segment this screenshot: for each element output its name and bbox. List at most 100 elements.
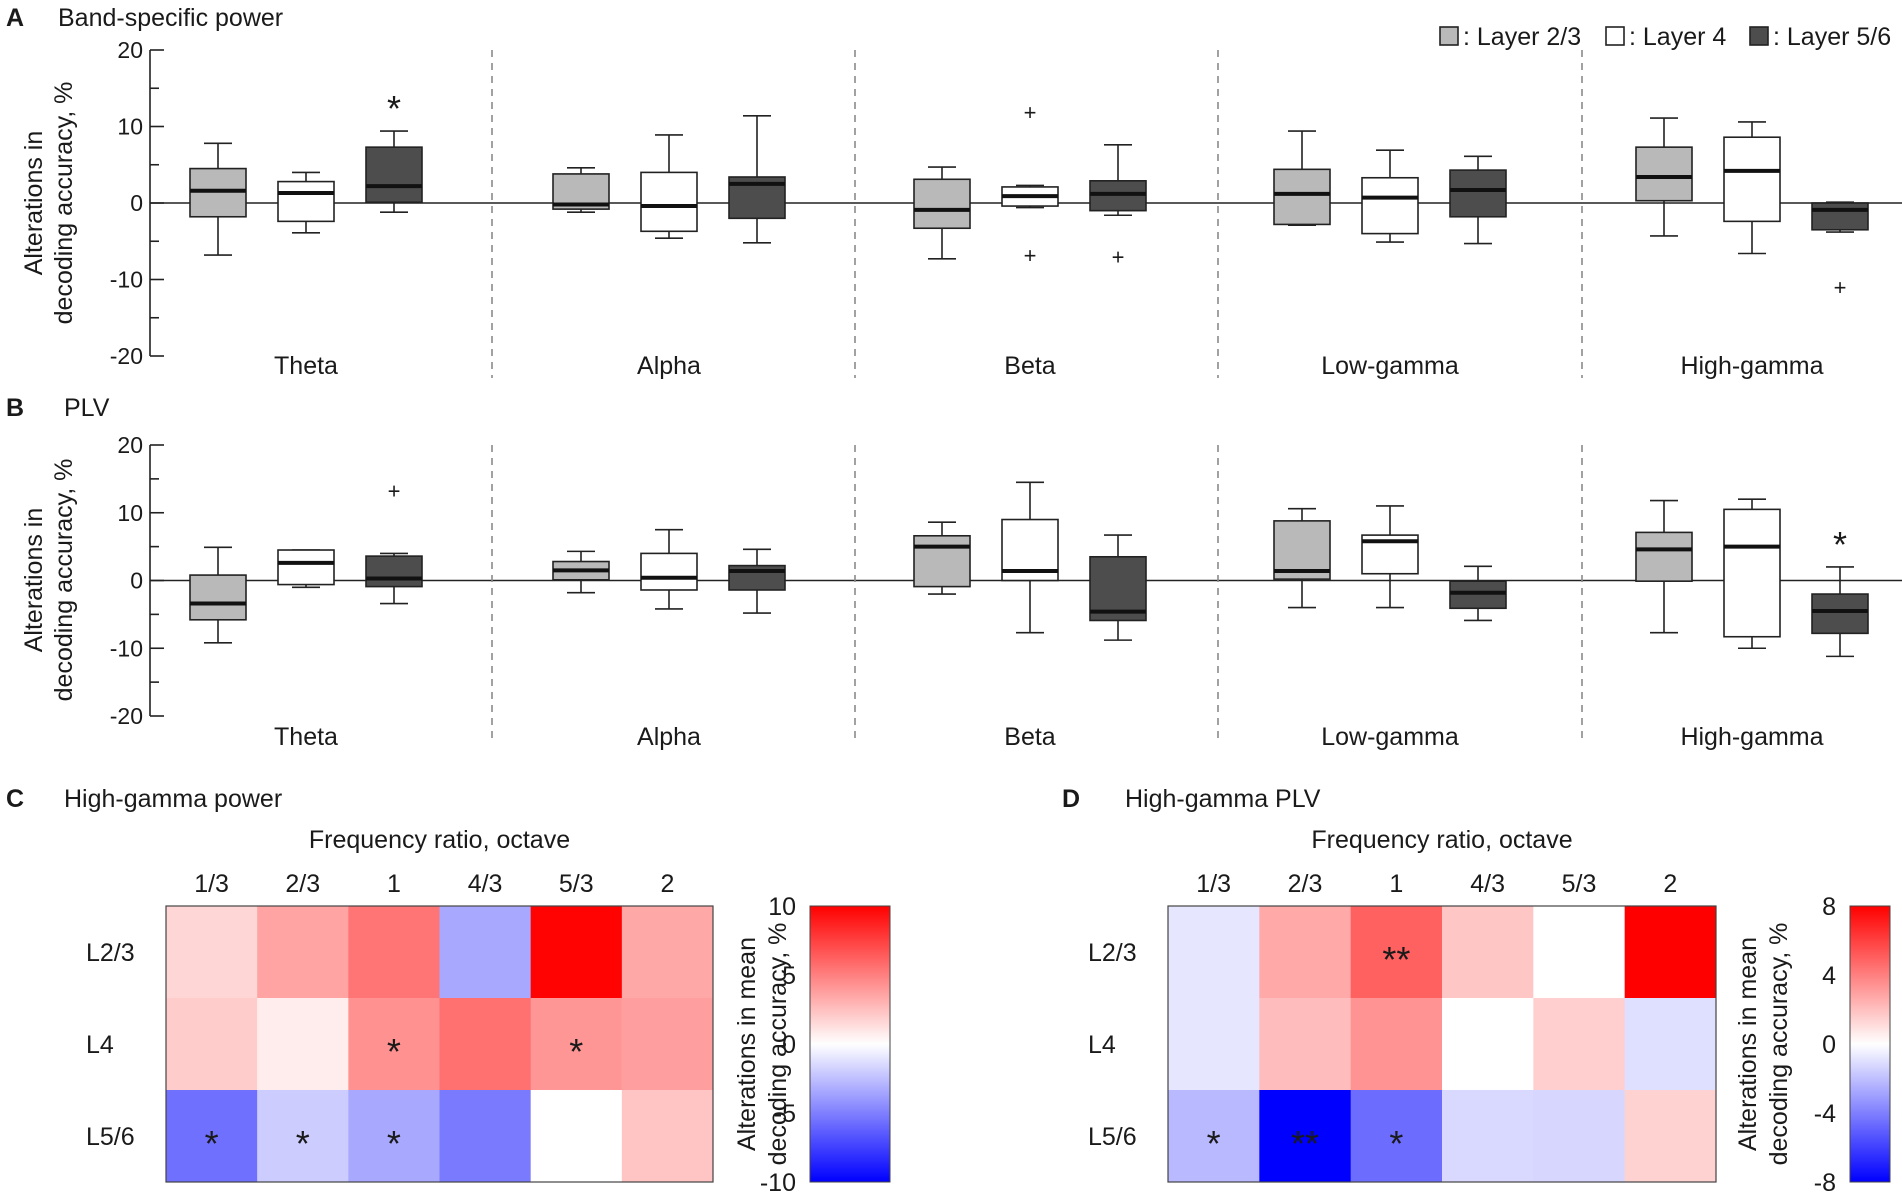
colorbar-tick-label: 0 <box>1822 1031 1836 1059</box>
box-low-gamma-layer-4 <box>1361 176 1419 235</box>
heatmap-cell <box>439 998 532 1091</box>
significance-marker: * <box>1833 524 1847 565</box>
colorbar-tick-label: 5 <box>782 962 796 990</box>
heatmap-cell <box>1624 1090 1717 1183</box>
box-low-gamma-layer-2-3 <box>1273 168 1331 226</box>
x-tick-label: 1 <box>387 870 401 898</box>
x-axis-label: Frequency ratio, octave <box>309 826 570 854</box>
heatmap-cell <box>1168 998 1260 1091</box>
heatmap-cell <box>1442 998 1534 1091</box>
panel-label-d: D <box>1062 785 1080 813</box>
heatmap-cell <box>1350 998 1443 1091</box>
box-high-gamma-layer-4 <box>1723 508 1781 638</box>
outlier-marker: + <box>1024 243 1037 268</box>
x-tick-label: 4/3 <box>468 870 503 898</box>
x-tick-label: 1/3 <box>1196 870 1231 898</box>
legend-label-0: : Layer 2/3 <box>1463 23 1581 51</box>
row-label: L2/3 <box>86 939 135 967</box>
heatmap-cell <box>166 1090 258 1183</box>
legend-label-1: : Layer 4 <box>1629 23 1726 51</box>
y-tick-label: -10 <box>110 267 143 293</box>
significance-marker: ** <box>1382 939 1410 980</box>
box-high-gamma-layer-5-6 <box>1811 202 1869 231</box>
y-tick-label: 20 <box>117 37 143 63</box>
heatmap-cell <box>1350 1090 1443 1183</box>
box-high-gamma-layer-5-6 <box>1811 593 1869 635</box>
x-tick-label: 5/3 <box>1562 870 1597 898</box>
category-label-alpha: Alpha <box>637 352 701 380</box>
y-tick-label: 20 <box>117 432 143 458</box>
heatmap-cell <box>530 998 623 1091</box>
x-tick-label: 2/3 <box>285 870 320 898</box>
box-beta-layer-2-3 <box>913 534 971 588</box>
heatmap-frame <box>165 905 714 1183</box>
category-label-low-gamma: Low-gamma <box>1321 352 1459 380</box>
outlier-marker: + <box>1112 245 1125 270</box>
y-tick-label: 10 <box>117 114 143 140</box>
heatmap-cell <box>348 998 440 1091</box>
heatmap-cell <box>1442 1090 1534 1183</box>
heatmap-cell <box>348 906 440 999</box>
heatmap-cell <box>1259 998 1352 1091</box>
panel-label-a: A <box>6 4 24 32</box>
category-label-high-gamma: High-gamma <box>1680 723 1823 751</box>
heatmap-cell <box>439 906 532 999</box>
panel-a: A Band-specific power Alterations in deco… <box>6 4 1902 380</box>
x-tick-label: 1 <box>1389 870 1403 898</box>
box-theta-layer-4 <box>277 180 335 223</box>
colorbar-tick-label: 4 <box>1822 962 1836 990</box>
colorbar-label-line-0: Alterations in mean <box>733 937 761 1151</box>
colorbar <box>809 905 891 1183</box>
colorbar-tick-label: 10 <box>768 893 796 921</box>
significance-marker: ** <box>1291 1123 1319 1164</box>
heatmap-cell <box>530 1090 623 1183</box>
heatmap-cell <box>1624 998 1717 1091</box>
x-tick-label: 2/3 <box>1288 870 1323 898</box>
panel-b: B PLV Alterations in decoding accuracy, %… <box>6 394 1902 751</box>
x-tick-label: 1/3 <box>194 870 229 898</box>
significance-marker: * <box>569 1031 583 1072</box>
heatmap-cell <box>1168 906 1260 999</box>
panel-c: C High-gamma power Frequency ratio, octa… <box>6 785 891 1192</box>
box-beta-layer-2-3 <box>913 178 971 230</box>
x-tick-label: 2 <box>1663 870 1677 898</box>
legend-swatch-2 <box>1749 26 1769 46</box>
colorbar-tick-label: 0 <box>782 1031 796 1059</box>
legend: : Layer 2/3: Layer 4: Layer 5/6 <box>1439 23 1891 51</box>
significance-marker: * <box>387 88 401 129</box>
panel-d: D High-gamma PLV Frequency ratio, octave… <box>1062 785 1891 1192</box>
category-label-high-gamma: High-gamma <box>1680 352 1823 380</box>
panel-a-title: Band-specific power <box>58 4 283 32</box>
x-axis-label: Frequency ratio, octave <box>1311 826 1572 854</box>
heatmap-cell <box>1350 906 1443 999</box>
panel-label-c: C <box>6 785 24 813</box>
box-alpha-layer-4 <box>640 552 698 591</box>
y-tick-label: 0 <box>130 568 143 594</box>
category-label-low-gamma: Low-gamma <box>1321 723 1459 751</box>
box-high-gamma-layer-2-3 <box>1635 531 1693 582</box>
y-tick-label: -10 <box>110 635 143 661</box>
heatmap-cell <box>1533 1090 1626 1183</box>
box-theta-layer-4 <box>277 549 335 586</box>
heatmap-cell <box>257 998 349 1091</box>
row-label: L4 <box>1088 1031 1116 1059</box>
colorbar-label-line-1: decoding accuracy, % <box>764 923 792 1166</box>
colorbar-label-line-1: decoding accuracy, % <box>1765 923 1793 1166</box>
x-tick-label: 2 <box>660 870 674 898</box>
heatmap-frame <box>1167 905 1717 1183</box>
significance-marker: * <box>296 1123 310 1164</box>
category-label-beta: Beta <box>1004 723 1056 751</box>
box-theta-layer-5-6 <box>365 146 423 204</box>
row-label: L2/3 <box>1088 939 1137 967</box>
heatmap-cell <box>1259 1090 1352 1183</box>
y-tick-label: -20 <box>110 703 143 729</box>
significance-marker: * <box>387 1031 401 1072</box>
box-alpha-layer-4 <box>640 171 698 233</box>
y-axis-label-line-0: Alterations in <box>20 508 48 653</box>
box-low-gamma-layer-5-6 <box>1449 580 1507 610</box>
colorbar-tick-label: -10 <box>760 1169 796 1192</box>
heatmap-cell <box>1259 906 1352 999</box>
heatmap-cell <box>1533 998 1626 1091</box>
box-high-gamma-layer-2-3 <box>1635 146 1693 202</box>
